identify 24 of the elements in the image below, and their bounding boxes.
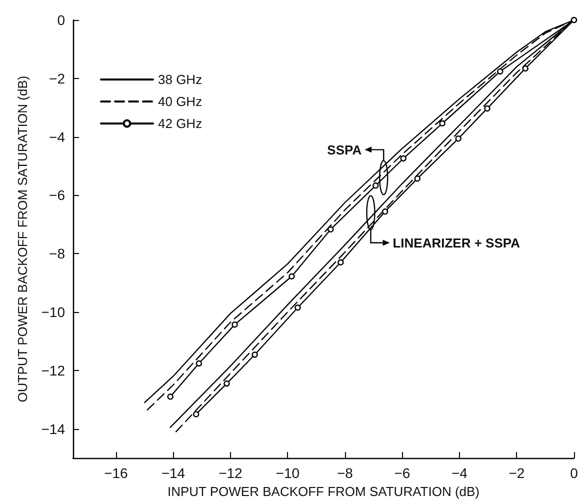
- legend-label: 40 GHz: [158, 94, 202, 109]
- x-tick-label: −12: [218, 465, 243, 481]
- y-axis-title: OUTPUT POWER BACKOFF FROM SATURATION (dB): [15, 76, 30, 402]
- y-tick-label: −10: [41, 304, 66, 320]
- x-tick-label: −16: [104, 465, 128, 481]
- x-tick-label: −4: [452, 465, 468, 481]
- x-tick-label: −10: [276, 465, 300, 481]
- y-tick-label: −8: [49, 246, 66, 262]
- legend-label: 38 GHz: [158, 72, 202, 87]
- y-tick-label: −2: [49, 70, 66, 86]
- x-tick-label: −2: [508, 465, 525, 481]
- y-tick-label: −14: [41, 420, 66, 437]
- x-tick-label: −6: [394, 465, 410, 481]
- y-tick-label: −6: [49, 187, 66, 204]
- x-axis-title: INPUT POWER BACKOFF FROM SATURATION (dB): [167, 484, 480, 499]
- x-tick-label: −14: [161, 465, 186, 481]
- x-tick-label: −8: [336, 465, 354, 481]
- x-tick-label: 0: [570, 465, 578, 481]
- annotation: LINEARIZER + SSPA: [392, 236, 521, 251]
- y-tick-label: 0: [57, 12, 66, 28]
- y-tick-label: −12: [41, 362, 66, 378]
- annotation: SSPA: [327, 142, 362, 158]
- y-tick-label: −4: [49, 128, 66, 145]
- legend-label: 42 GHz: [158, 116, 202, 131]
